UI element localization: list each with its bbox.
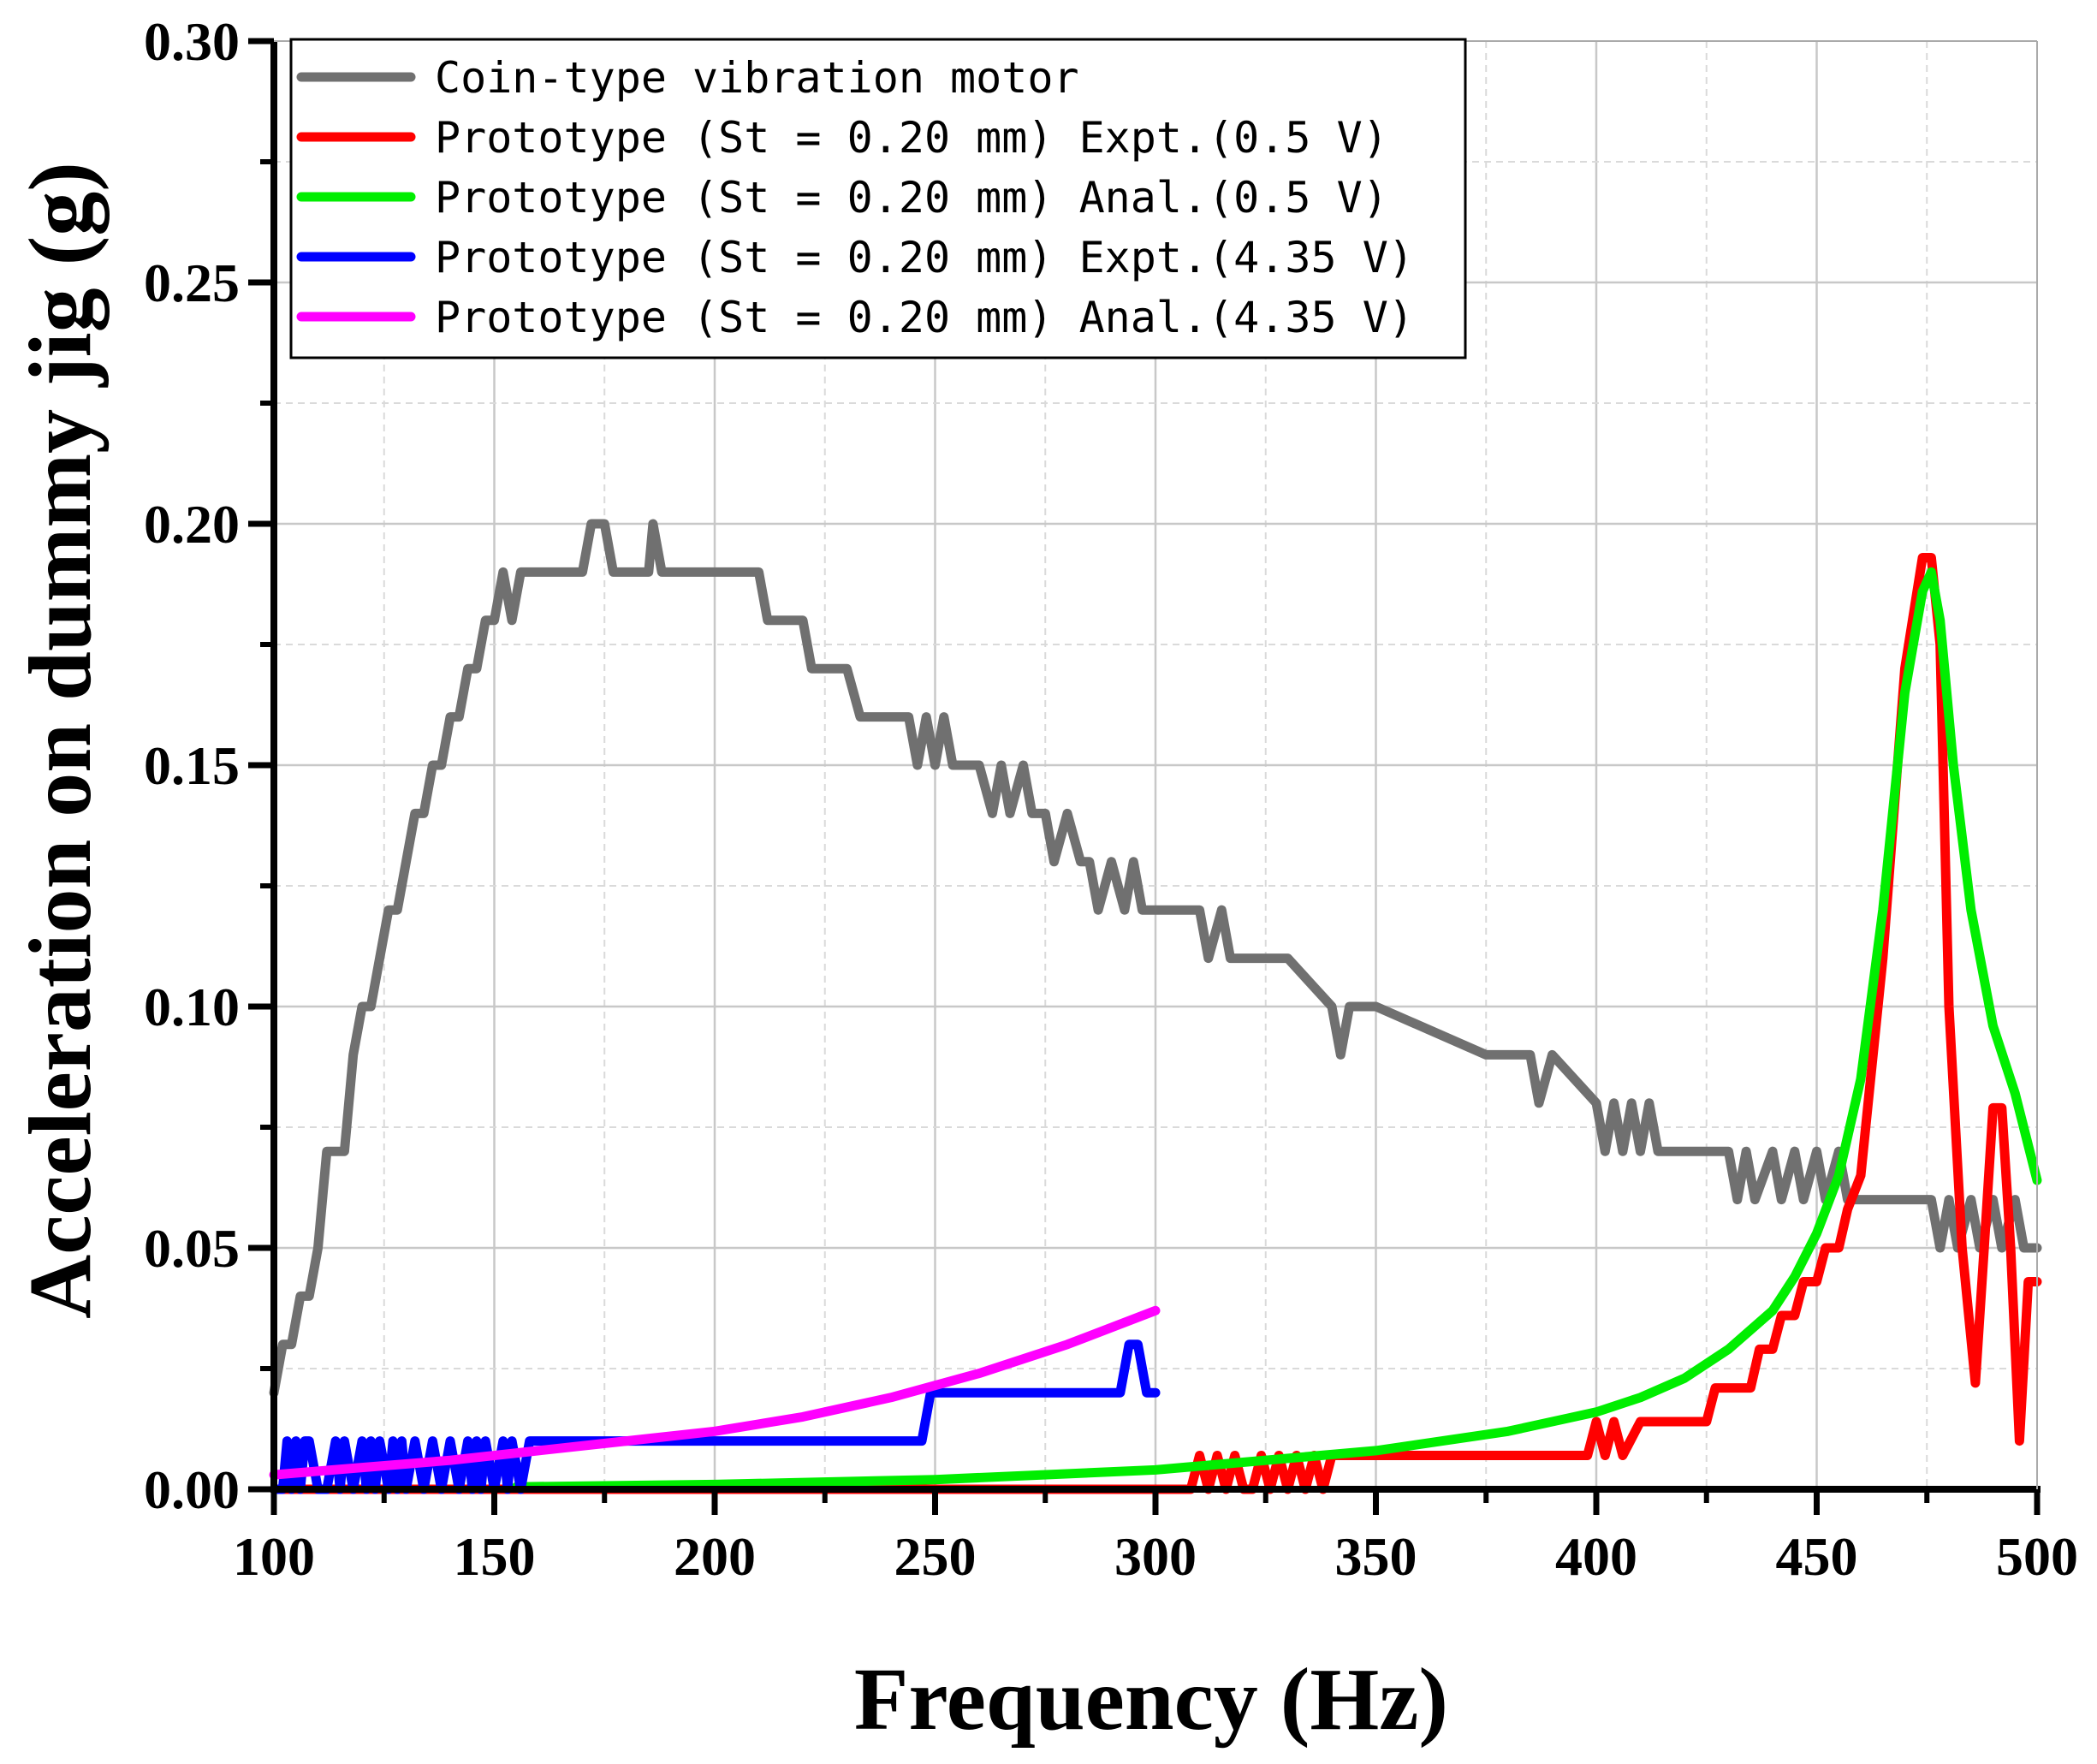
y-tick-label: 0.25 (144, 252, 240, 313)
x-tick-label: 500 (1996, 1526, 2078, 1587)
x-tick-label: 100 (233, 1526, 315, 1587)
series-line-3 (511, 567, 2042, 1492)
legend-label: Prototype (St = 0.20 mm) Anal.(0.5 V) (435, 173, 1388, 223)
x-tick-label: 150 (454, 1526, 536, 1587)
x-tick-label: 300 (1114, 1526, 1197, 1587)
y-tick-label: 0.05 (144, 1218, 240, 1279)
x-tick-label: 350 (1335, 1526, 1417, 1587)
series-line-5 (269, 1305, 1161, 1480)
x-axis-title: Frequency (Hz) (854, 1650, 1448, 1749)
x-tick-label: 400 (1555, 1526, 1637, 1587)
legend-box (289, 38, 1467, 359)
legend-label: Prototype (St = 0.20 mm) Expt.(4.35 V) (435, 233, 1414, 282)
y-tick-label: 0.30 (144, 11, 240, 72)
x-tick-label: 250 (894, 1526, 977, 1587)
y-tick-label: 0.10 (144, 977, 240, 1037)
y-tick-label: 0.20 (144, 494, 240, 555)
legend-label: Prototype (St = 0.20 mm) Anal.(4.35 V) (435, 293, 1414, 342)
legend-label: Prototype (St = 0.20 mm) Expt.(0.5 V) (435, 113, 1388, 163)
x-tick-label: 450 (1776, 1526, 1858, 1587)
y-axis-title: Acceleration on dummy jig (g) (11, 162, 110, 1319)
y-tick-label: 0.00 (144, 1459, 240, 1520)
series-line-1 (269, 519, 2042, 1398)
legend: Coin-type vibration motor Prototype (St =… (289, 38, 1467, 359)
x-tick-label: 200 (674, 1526, 756, 1587)
tick-marks (248, 38, 2041, 1515)
tick-labels: 100 150 200 250 300 350 400 450 500 0.00 0.05 0.10 0… (144, 11, 2078, 1587)
legend-label: Coin-type vibration motor (435, 53, 1079, 103)
y-tick-label: 0.15 (144, 735, 240, 796)
